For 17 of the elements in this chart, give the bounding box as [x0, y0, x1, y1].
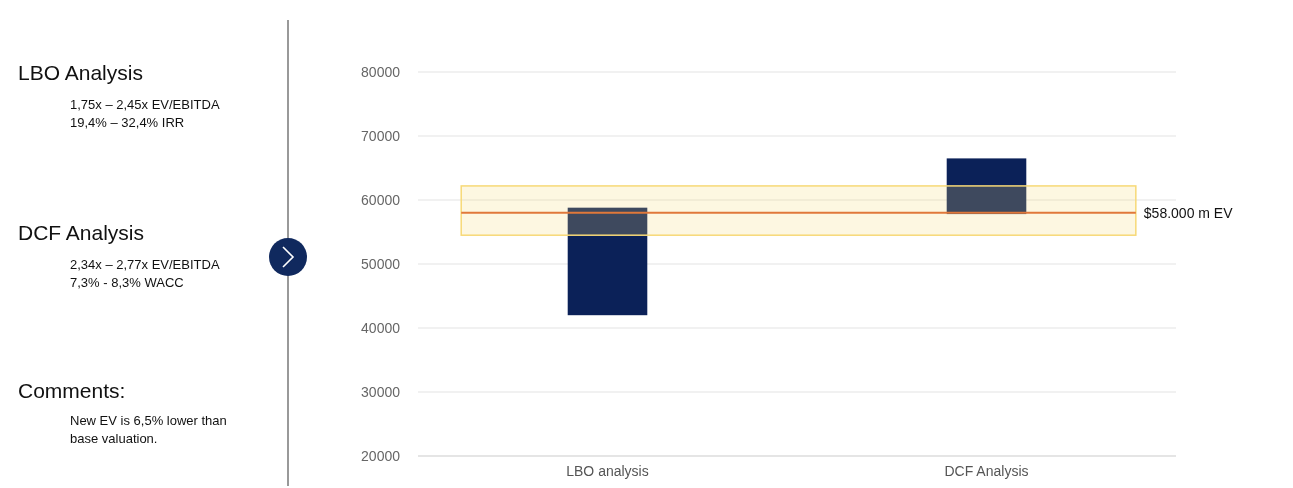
- y-tick-label: 80000: [361, 63, 401, 80]
- text: Comments:: [18, 379, 126, 402]
- ref-line-label: $58.000 m EV: [1143, 204, 1234, 221]
- y-tick-label: 70000: [361, 127, 401, 144]
- text: New EV is 6,5% lower than base valuation.: [70, 413, 227, 446]
- text: 2,34x – 2,77x EV/EBITDA: [70, 257, 220, 272]
- text: LBO Analysis: [18, 61, 143, 84]
- x-tick-label: LBO analysis: [566, 463, 649, 479]
- y-tick-label: 30000: [361, 383, 401, 400]
- text: 7,3% - 8,3% WACC: [70, 275, 184, 290]
- y-tick-label: 50000: [361, 255, 401, 272]
- text: 19,4% – 32,4% IRR: [70, 115, 185, 130]
- text: DCF Analysis: [18, 221, 145, 244]
- text: 1,75x – 2,45x EV/EBITDA: [70, 97, 220, 112]
- y-tick-label: 60000: [361, 191, 401, 208]
- y-tick-label: 40000: [361, 319, 401, 336]
- y-tick-label: 20000: [361, 447, 401, 464]
